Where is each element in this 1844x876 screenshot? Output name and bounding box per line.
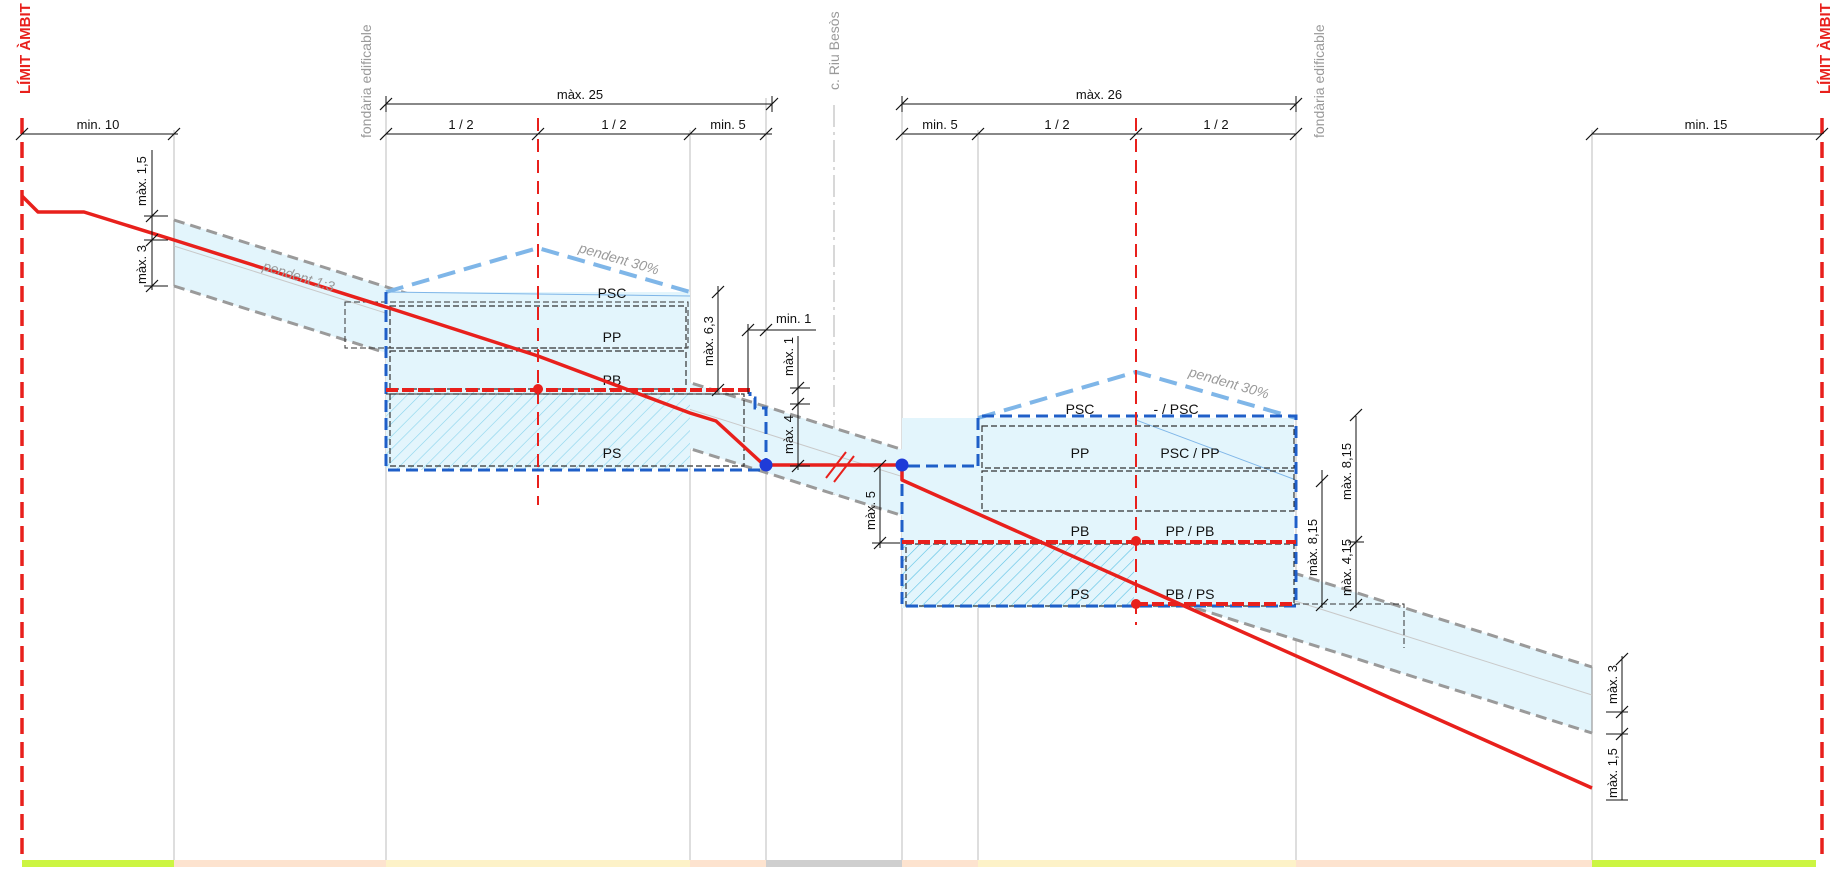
- left-roof-slope: pendent 30%: [576, 239, 661, 277]
- left-floor-psc: PSC: [598, 285, 627, 301]
- dim-min1: min. 1: [776, 311, 811, 326]
- dim-half-l2: 1 / 2: [601, 117, 626, 132]
- zone-yellow-left: [386, 860, 690, 867]
- zone-yellow-right: [978, 860, 1296, 867]
- dim-half-r1: 1 / 2: [1044, 117, 1069, 132]
- right-floor-ps: PS: [1071, 586, 1090, 602]
- street-label: c. Riu Besòs: [826, 11, 842, 90]
- left-floor-pp: PP: [603, 329, 622, 345]
- dim-max3-left: màx. 3: [134, 245, 149, 284]
- dim-min15: min. 15: [1685, 117, 1728, 132]
- zone-orange-right: [902, 860, 978, 867]
- street-level-point-left: [759, 458, 773, 472]
- dim-min5-l: min. 5: [710, 117, 745, 132]
- zone-orange-left: [174, 860, 386, 867]
- dim-half-r2: 1 / 2: [1203, 117, 1228, 132]
- dim-max1: màx. 1: [781, 337, 796, 376]
- right-ps-point: [1131, 599, 1141, 609]
- top-dimensions: màx. 25 màx. 26 min. 10 1 / 2 1 / 2 min.…: [15, 87, 1829, 141]
- dim-max3-right: màx. 3: [1605, 665, 1620, 704]
- dim-min5-r: min. 5: [922, 117, 957, 132]
- zone-strip: [22, 860, 1816, 867]
- right-building: PSC - / PSC PP PSC / PP PB PP / PB PS PB…: [900, 118, 1405, 648]
- street-level-point-right: [895, 458, 909, 472]
- right-floor-pp-alt: PSC / PP: [1160, 445, 1219, 461]
- right-pb-point: [1131, 536, 1141, 546]
- dim-max15-left: màx. 1,5: [134, 156, 149, 206]
- right-floor-pb: PB: [1071, 523, 1090, 539]
- fondaria-right-label: fondària edificable: [1311, 24, 1327, 138]
- dim-max415: màx. 4,15: [1339, 539, 1354, 596]
- dim-max26: màx. 26: [1076, 87, 1122, 102]
- limit-label-left: LÍMIT ÀMBIT: [17, 3, 34, 94]
- right-ps-hatch: [902, 545, 1134, 607]
- dim-half-l1: 1 / 2: [448, 117, 473, 132]
- zone-green-left: [22, 860, 174, 867]
- dim-max815-a: màx. 8,15: [1305, 519, 1320, 576]
- zone-orange-right-b: [1296, 860, 1592, 867]
- limit-label-right: LÍMIT ÀMBIT: [1817, 3, 1834, 94]
- left-pb-point: [533, 384, 543, 394]
- right-roof-slope: pendent 30%: [1186, 363, 1271, 401]
- right-floor-pb-alt: PP / PB: [1166, 523, 1215, 539]
- right-floor-pp: PP: [1071, 445, 1090, 461]
- left-floor-ps: PS: [603, 445, 622, 461]
- right-floor-ps-alt: PB / PS: [1165, 586, 1214, 602]
- zone-green-right: [1592, 860, 1816, 867]
- dim-max63: màx. 6,3: [701, 316, 716, 366]
- dim-min10: min. 10: [77, 117, 120, 132]
- right-floor-psc-alt: - / PSC: [1153, 401, 1198, 417]
- fondaria-left-label: fondària edificable: [358, 24, 374, 138]
- dim-max5: màx. 5: [863, 491, 878, 530]
- dim-max25: màx. 25: [557, 87, 603, 102]
- zone-orange-left-b: [690, 860, 766, 867]
- vertical-dimensions: màx. 1,5 màx. 3 màx. 6,3 min. 1 màx. 1 m…: [134, 150, 1629, 801]
- right-floor-psc: PSC: [1066, 401, 1095, 417]
- dim-max15-right: màx. 1,5: [1605, 748, 1620, 798]
- street-break: [825, 451, 855, 483]
- dim-max815-b: màx. 8,15: [1339, 443, 1354, 500]
- left-ps-hatch: [386, 392, 690, 470]
- zone-grey-street: [766, 860, 902, 867]
- limit-lines: LÍMIT ÀMBIT LÍMIT ÀMBIT: [17, 3, 1834, 862]
- dim-max4: màx. 4: [781, 415, 796, 454]
